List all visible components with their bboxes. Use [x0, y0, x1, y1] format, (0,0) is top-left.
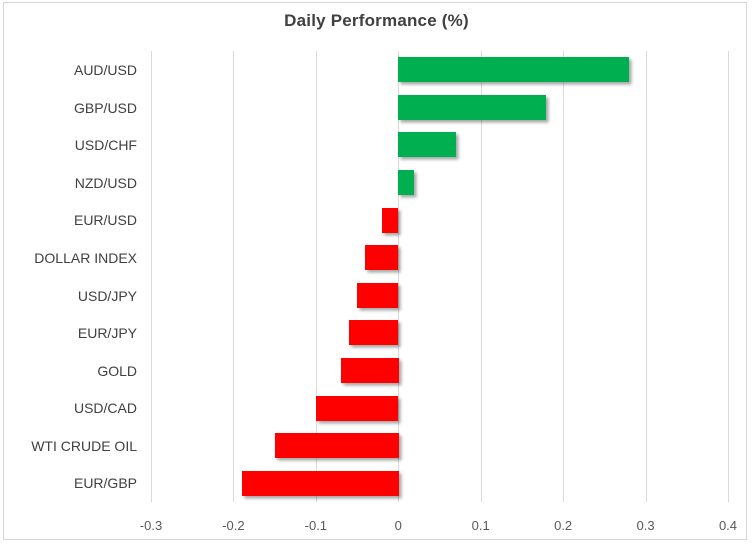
category-label: USD/JPY [77, 288, 137, 304]
category-label: USD/CAD [73, 400, 137, 416]
category-axis: AUD/USD GBP/USD USD/CHF NZD/USD EUR/USD DOLLA… [0, 51, 137, 502]
bar-nzd-usd [398, 170, 414, 195]
gridline [563, 51, 564, 502]
bar-eur-jpy [349, 320, 398, 345]
category-label: NZD/USD [74, 175, 137, 191]
category-label: AUD/USD [73, 62, 137, 78]
category-label: DOLLAR INDEX [34, 250, 137, 266]
gridline [233, 51, 234, 502]
bar-eur-usd [382, 208, 398, 233]
x-tick-label: 0.2 [554, 518, 573, 533]
category-label: GBP/USD [73, 100, 137, 116]
category-label: EUR/GBP [73, 475, 137, 491]
x-tick-label: 0 [394, 518, 402, 533]
plot-area [151, 51, 729, 502]
gridline [728, 51, 729, 502]
x-tick-label: -0.3 [139, 518, 163, 533]
x-tick-label: -0.1 [304, 518, 328, 533]
category-label: GOLD [97, 363, 137, 379]
bar-gbp-usd [398, 95, 546, 120]
x-tick-label: 0.1 [471, 518, 490, 533]
gridline [646, 51, 647, 502]
x-tick-label: 0.4 [718, 518, 738, 533]
chart-title: Daily Performance (%) [284, 11, 469, 30]
bar-usd-cad [316, 396, 398, 421]
category-label: WTI CRUDE OIL [31, 438, 137, 454]
bar-usd-jpy [357, 283, 398, 308]
bar-usd-chf [398, 132, 456, 157]
category-label: EUR/USD [73, 212, 137, 228]
x-tick-label: -0.2 [222, 518, 245, 533]
category-label: EUR/JPY [77, 325, 137, 341]
gridline [481, 51, 482, 502]
category-label: USD/CHF [74, 137, 137, 153]
bar-dollar-index [365, 245, 398, 270]
bar-aud-usd [398, 57, 629, 82]
gridline [151, 51, 152, 502]
bar-eur-gbp [242, 471, 399, 496]
value-axis: -0.3 -0.2 -0.1 0 0.1 0.2 0.3 0.4 [0, 518, 753, 538]
x-tick-label: 0.3 [636, 518, 655, 533]
gridline [398, 51, 399, 502]
gridline [316, 51, 317, 502]
bar-wti-crude-oil [275, 433, 399, 458]
bar-gold [341, 358, 399, 383]
